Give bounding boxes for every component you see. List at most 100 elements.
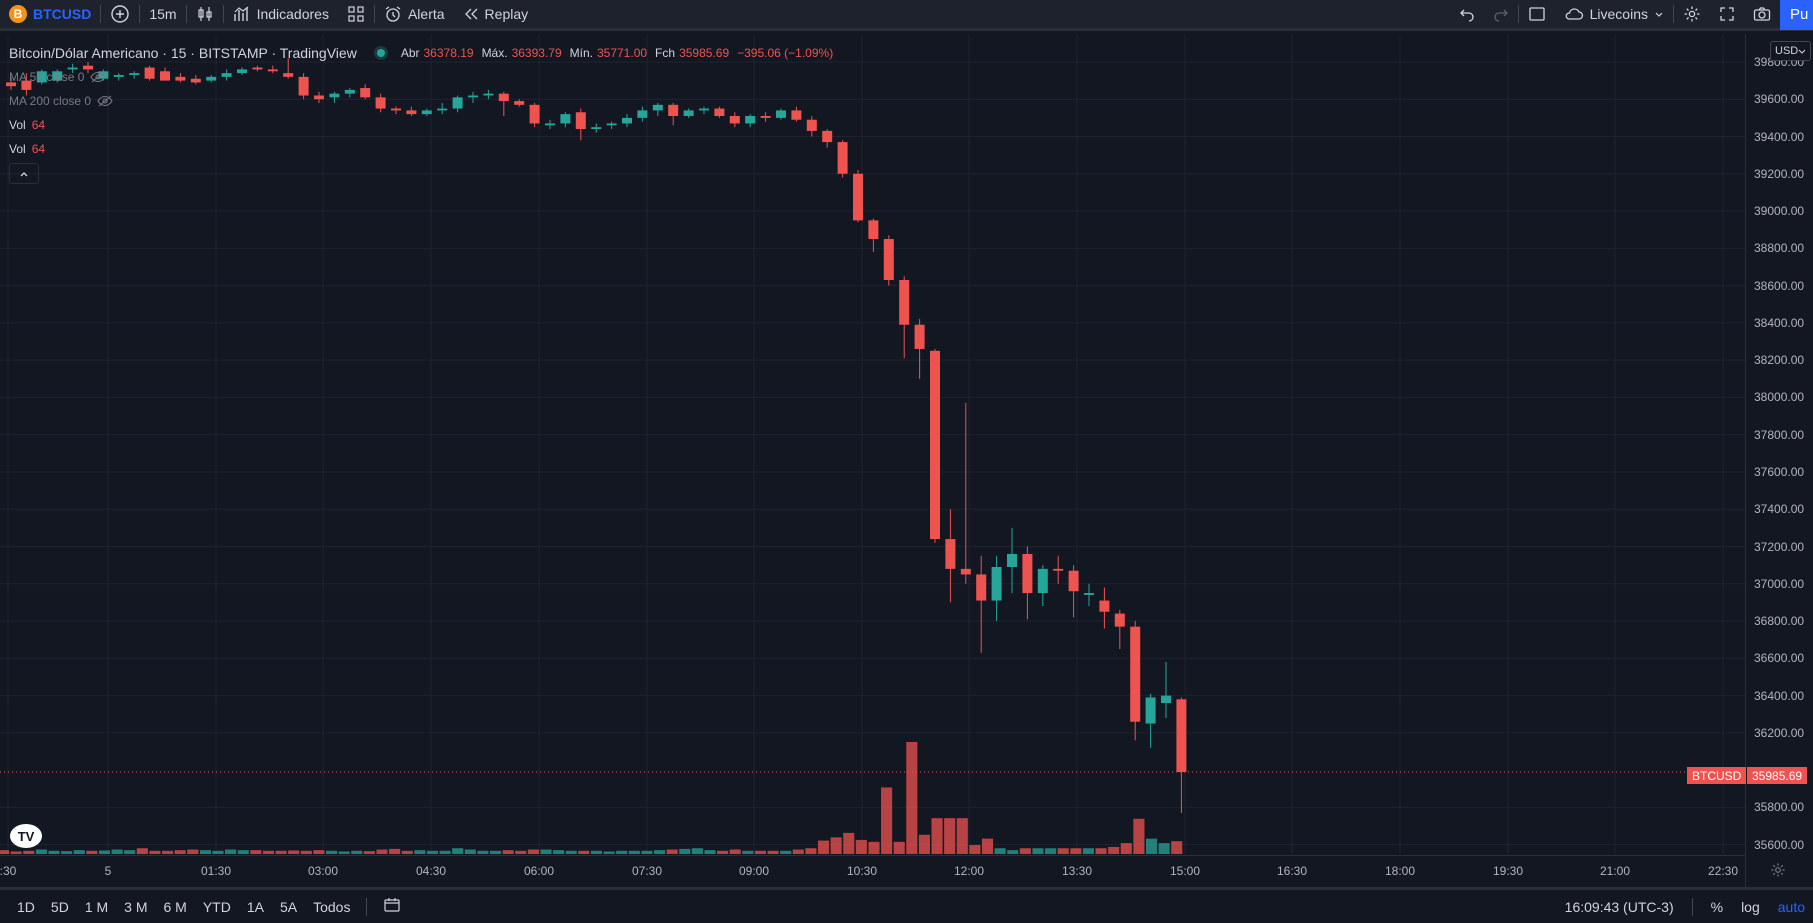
clock[interactable]: 16:09:43 (UTC-3) (1564, 898, 1674, 915)
candle-body (452, 97, 463, 109)
price-chart[interactable] (0, 34, 1745, 887)
market-status-dot (376, 49, 385, 57)
candle-body (175, 76, 186, 81)
candle-body (1084, 593, 1094, 595)
replay-label: Replay (484, 6, 529, 22)
time-tick: 04:30 (415, 864, 447, 878)
chevron-down-icon (1655, 12, 1663, 17)
candle-body (498, 93, 509, 102)
volume-bar (1007, 850, 1019, 854)
percent-toggle[interactable]: % (1710, 898, 1724, 915)
camera-icon (1753, 7, 1771, 21)
indicator-label: Vol (9, 142, 26, 156)
range-1d[interactable]: 1D (17, 898, 35, 915)
candle-body (729, 116, 740, 124)
indicator-ma50[interactable]: MA 50 close 0 (9, 70, 107, 84)
log-toggle[interactable]: log (1741, 898, 1760, 915)
volume-bar (363, 851, 375, 854)
indicator-ma200[interactable]: MA 200 close 0 (9, 94, 113, 108)
price-tick: 35800.00 (1754, 800, 1805, 815)
volume-bar (717, 850, 729, 854)
chart-legend: Bitcoin/Dólar Americano · 15 · BITSTAMP … (9, 45, 837, 61)
range-6m[interactable]: 6 M (163, 898, 187, 915)
fullscreen-button[interactable] (1710, 0, 1744, 28)
candle-body (945, 539, 956, 569)
replay-button[interactable]: Replay (454, 0, 538, 28)
compare-add-button[interactable] (101, 0, 139, 28)
candle-body (714, 108, 725, 116)
volume-bar (61, 851, 73, 854)
range-3m[interactable]: 3 M (124, 898, 148, 915)
volume-bar (944, 818, 956, 854)
volume-bar (881, 787, 893, 854)
layout-button[interactable] (1519, 0, 1555, 28)
symbol-title: Bitcoin/Dólar Americano · 15 · BITSTAMP … (9, 45, 357, 61)
indicator-value: 64 (31, 142, 46, 156)
time-tick: 09:00 (738, 864, 770, 878)
volume-bar (994, 848, 1006, 854)
price-tick: 38000.00 (1754, 390, 1805, 405)
volume-bar (212, 850, 224, 854)
volume-bar (1120, 843, 1132, 854)
collapse-legend-button[interactable] (9, 163, 39, 184)
tradingview-logo[interactable]: TV (10, 824, 42, 848)
candle-body (129, 73, 140, 75)
volume-bar (742, 850, 754, 854)
candle-body (637, 110, 648, 118)
change-value: −395.06 (−1.09%) (737, 46, 834, 60)
candle-body (160, 71, 170, 81)
save-layout-button[interactable]: Livecoins (1555, 0, 1673, 28)
range-all[interactable]: Todos (313, 898, 351, 915)
volume-bar (679, 848, 691, 854)
time-tick: 07:30 (631, 864, 663, 878)
redo-button[interactable] (1484, 0, 1518, 28)
goto-date-button[interactable] (375, 897, 409, 916)
volume-bar (98, 850, 111, 854)
candle-body (652, 104, 663, 111)
currency-button[interactable]: USD (1770, 41, 1812, 61)
volume-bar (86, 850, 98, 854)
settings-button[interactable] (1674, 0, 1710, 28)
indicator-volume[interactable]: Vol 64 (9, 142, 45, 156)
range-5d[interactable]: 5D (50, 898, 69, 915)
indicator-volume[interactable]: Vol 64 (9, 118, 45, 132)
time-tick: 10:30 (846, 864, 878, 878)
time-tick: 06:00 (523, 864, 555, 878)
snapshot-button[interactable] (1744, 0, 1780, 28)
range-1m[interactable]: 1 M (84, 898, 109, 915)
alert-label: Alerta (407, 6, 445, 22)
volume-bar (540, 849, 552, 854)
range-5y[interactable]: 5A (279, 898, 298, 915)
price-tick: 36200.00 (1754, 725, 1805, 740)
redo-icon (1493, 9, 1508, 22)
candle-body (575, 112, 586, 130)
candle-body (1022, 553, 1033, 594)
candle-body (883, 239, 894, 280)
candle-body (483, 93, 494, 96)
volume-bar (590, 850, 603, 854)
volume-bar (843, 832, 855, 854)
volume-bar (464, 849, 476, 854)
undo-button[interactable] (1450, 0, 1484, 28)
indicators-button[interactable]: Indicadores (224, 0, 338, 28)
chart-type-button[interactable] (187, 0, 223, 28)
gear-icon (1771, 863, 1785, 877)
toolbar-divider (1691, 897, 1693, 916)
price-scale[interactable]: 39800.00 39600.00 39400.00 39200.00 39000.00… (1745, 34, 1813, 887)
time-scale[interactable]: :30 5 01:30 03:00 04:30 06:00 07:30 09:00 10:30 1… (0, 855, 1745, 886)
auto-scale-toggle[interactable]: auto (1777, 898, 1805, 915)
indicator-value: 64 (31, 118, 46, 132)
range-ytd[interactable]: YTD (202, 898, 231, 915)
range-1y[interactable]: 1A (246, 898, 264, 915)
interval-selector[interactable]: 15m (149, 6, 177, 22)
volume-bar (1133, 818, 1145, 854)
symbol-search[interactable]: B BTCUSD (0, 0, 100, 28)
publish-button[interactable]: Pu (1780, 0, 1813, 30)
templates-button[interactable] (338, 0, 374, 28)
plus-circle-icon (111, 5, 130, 23)
scale-settings-button[interactable] (1770, 862, 1786, 883)
candle-body (699, 108, 709, 111)
candle-body (252, 67, 263, 70)
alert-button[interactable]: Alerta (375, 0, 454, 28)
candle-body (1130, 626, 1141, 722)
